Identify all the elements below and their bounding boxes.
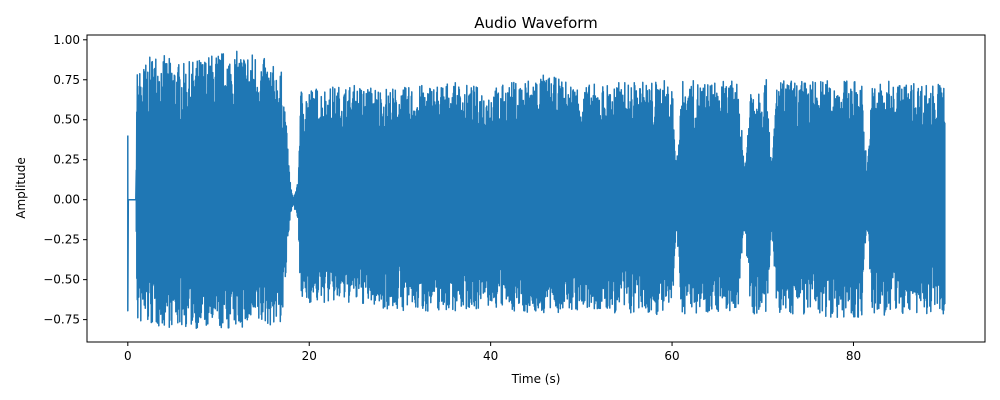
y-tick-label: −0.75 <box>43 313 80 327</box>
x-tick-label: 0 <box>124 349 132 363</box>
y-tick-label: −0.25 <box>43 233 80 247</box>
waveform-series <box>127 50 946 329</box>
plot-frame <box>86 34 986 343</box>
x-tick-label: 40 <box>483 349 498 363</box>
x-axis-label: Time (s) <box>511 372 561 386</box>
y-tick-label: 0.25 <box>53 153 80 167</box>
x-tick-label: 60 <box>664 349 679 363</box>
y-tick-label: 0.00 <box>53 193 80 207</box>
chart-title: Audio Waveform <box>474 14 598 32</box>
x-tick-label: 20 <box>302 349 317 363</box>
y-tick-label: −0.50 <box>43 273 80 287</box>
waveform-line <box>127 50 946 329</box>
x-tick-label: 80 <box>846 349 861 363</box>
y-tick-label: 0.75 <box>53 73 80 87</box>
y-axis-label: Amplitude <box>14 157 28 219</box>
y-tick-label: 1.00 <box>53 33 80 47</box>
y-tick-label: 0.50 <box>53 113 80 127</box>
